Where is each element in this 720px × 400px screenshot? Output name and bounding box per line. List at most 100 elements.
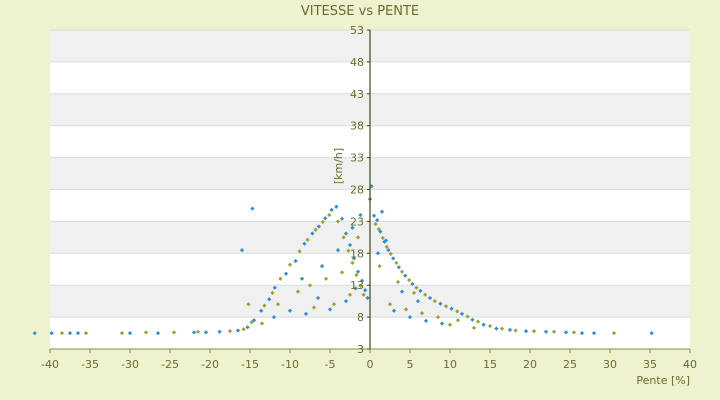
x-tick-label: 20 [523,358,537,371]
y-tick-label: 28 [350,184,364,197]
data-point [395,279,401,285]
data-point [439,321,445,326]
data-point [307,283,313,288]
data-point [302,241,307,246]
data-point [427,295,433,301]
data-point [315,295,321,301]
x-tick-label: -35 [81,358,99,371]
chart-title: VITESSE vs PENTE [301,4,419,19]
y-tick-label: 3 [357,343,364,356]
data-point [287,262,293,267]
x-tick-label: -20 [201,358,219,371]
data-point [203,330,209,335]
data-point [455,309,460,314]
data-point [475,319,481,324]
data-point [353,286,358,291]
data-point [191,330,197,335]
data-point [449,306,454,311]
x-tick-label: 0 [367,358,374,371]
data-point [327,307,333,312]
data-point [591,330,597,336]
data-point [339,216,345,221]
data-point [531,328,537,334]
data-point [335,247,341,253]
data-point [399,269,405,274]
data-point [438,301,443,306]
data-point [379,209,385,214]
data-point [447,322,453,327]
data-point [384,244,389,250]
x-tick-label: 10 [443,358,457,371]
data-point [313,227,318,232]
data-point [377,263,382,269]
data-point [316,224,321,229]
data-point [494,326,499,331]
data-point [611,330,617,336]
data-point [346,248,351,253]
data-point [305,237,310,243]
y-tick-label: 13 [350,279,364,292]
data-point [394,260,399,266]
data-point [543,329,549,334]
data-point [375,217,380,223]
data-point [579,330,585,336]
data-point [327,212,332,218]
x-tick-label: 35 [643,358,657,371]
data-point [419,311,425,316]
data-point [249,320,254,325]
data-point [499,326,505,331]
data-point [350,260,355,266]
data-point [383,238,389,243]
x-tick-label: 15 [483,358,497,371]
x-tick-label: -10 [281,358,299,371]
data-point [373,221,378,227]
data-point [410,281,415,287]
data-point [459,311,465,317]
data-point [246,302,251,307]
data-point [443,304,449,309]
data-point [127,330,133,336]
data-point [245,325,250,330]
x-tick-label: 40 [683,358,697,371]
data-point [319,263,325,269]
data-point [239,247,245,253]
data-point [523,328,529,334]
data-point [339,270,345,275]
data-point [396,265,401,270]
data-point [415,298,421,304]
data-point [351,256,357,261]
data-point [471,325,477,331]
x-tick-label: -25 [161,358,179,371]
data-point [380,235,385,241]
axes [49,29,691,353]
data-point [259,321,265,326]
data-point [563,330,569,335]
data-point [399,289,405,294]
data-point [435,314,441,320]
data-point [310,231,315,236]
x-axis-label: Pente [%] [636,374,690,387]
data-point [455,318,461,323]
data-point [481,322,486,327]
data-point [423,318,429,324]
y-tick-label: 53 [350,24,364,37]
data-point [388,251,393,257]
data-point [354,272,359,278]
data-point [271,314,277,320]
data-point [320,219,325,225]
data-point [387,302,393,307]
data-point [355,235,361,240]
data-point [350,225,355,230]
data-point [334,204,339,209]
data-point [407,314,413,320]
data-point [275,302,281,307]
data-point [143,330,149,335]
data-point [278,276,283,281]
data-point [287,308,293,313]
x-tick-labels: -40 -35 -30 -25 -20 -15 -10 -5 0 5 10 15 20 25 30 35 40 [41,358,697,371]
data-point [487,323,493,329]
data-point [297,249,302,254]
data-point [329,207,334,213]
data-point [407,277,412,283]
data-point [293,258,298,264]
